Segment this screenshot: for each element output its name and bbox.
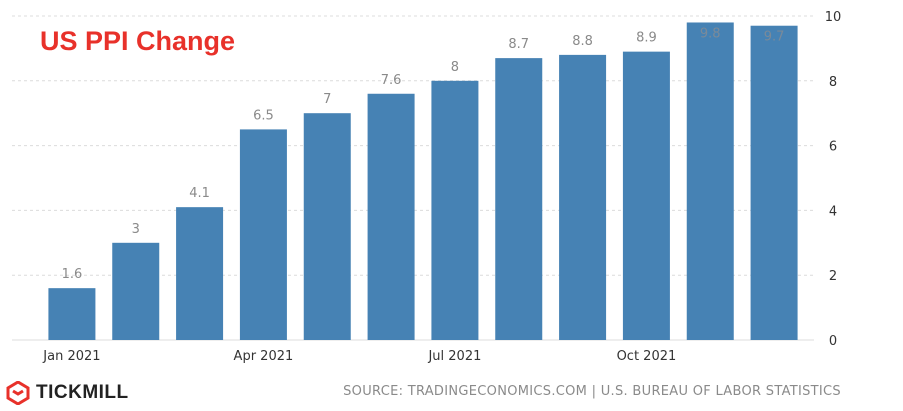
data-label: 7 (323, 92, 331, 107)
bars (48, 22, 798, 341)
bar (303, 113, 351, 340)
brand: TICKMILL (6, 381, 129, 405)
data-labels: 1.6 3 4.1 6.5 7 7.6 8 8.7 8.8 8.9 9.8 9.7 (62, 26, 785, 282)
bar (112, 242, 160, 340)
source-note: SOURCE: TRADINGECONOMICS.COM | U.S. BURE… (343, 384, 841, 399)
bar (431, 80, 479, 341)
data-label: 9.7 (764, 30, 785, 45)
data-label: 4.1 (189, 186, 210, 201)
data-label: 6.5 (253, 108, 274, 123)
bar (48, 288, 96, 340)
y-tick-label: 6 (829, 140, 837, 155)
y-axis-ticks: 0 2 4 6 8 10 (825, 10, 842, 349)
x-tick-label: Jul 2021 (427, 349, 481, 364)
data-label: 1.6 (62, 267, 83, 282)
y-tick-label: 2 (829, 269, 837, 284)
y-tick-label: 4 (829, 204, 837, 219)
chart-title: US PPI Change (40, 26, 236, 56)
x-tick-label: Apr 2021 (234, 349, 294, 364)
tickmill-logo-icon (6, 381, 30, 405)
brand-name: TICKMILL (36, 382, 129, 403)
data-label: 8 (451, 60, 459, 75)
data-label: 3 (132, 222, 140, 237)
y-tick-label: 10 (825, 10, 842, 25)
x-tick-label: Oct 2021 (617, 349, 677, 364)
data-label: 8.9 (636, 31, 657, 46)
bar (686, 22, 734, 340)
bar (559, 54, 607, 340)
bar (750, 25, 798, 340)
data-label: 8.7 (508, 37, 529, 52)
y-tick-label: 0 (829, 334, 837, 349)
bar (622, 51, 670, 340)
bar (176, 207, 224, 340)
data-label: 7.6 (381, 73, 402, 88)
x-axis-ticks: Jan 2021 Apr 2021 Jul 2021 Oct 2021 (42, 349, 676, 364)
data-label: 8.8 (572, 34, 593, 49)
bar (239, 129, 287, 340)
data-label: 9.8 (700, 26, 721, 41)
x-tick-label: Jan 2021 (42, 349, 100, 364)
bar (495, 58, 543, 341)
bar (367, 93, 415, 340)
y-tick-label: 8 (829, 75, 837, 90)
